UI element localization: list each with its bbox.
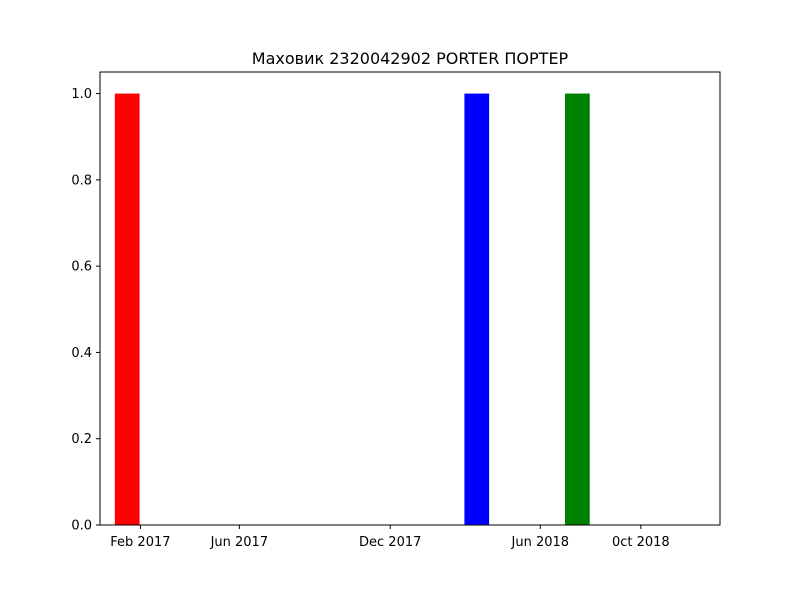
chart-title: Маховик 2320042902 PORTER ПОРТЕР	[252, 49, 569, 68]
x-tick-label-4: Jun 2018	[511, 535, 570, 550]
y-tick-label-6: 1.0	[71, 87, 92, 102]
x-tick-label-2: Jun 2017	[210, 535, 269, 550]
bar-1	[114, 93, 140, 525]
y-tick-label-5: 0.8	[71, 173, 92, 188]
axes-layer: Feb 2017 Jun 2017 Dec 2017 Jun 2018 0ct 2018…	[71, 87, 669, 550]
x-tick-label-5: 0ct 2018	[612, 535, 670, 550]
plot-frame	[99, 71, 721, 526]
y-tick-label-3: 0.4	[71, 346, 92, 361]
bars-layer	[114, 93, 590, 525]
x-tick-label-3: Dec 2017	[359, 535, 421, 550]
bar-3	[565, 93, 590, 525]
x-tick-label-1: Feb 2017	[110, 535, 170, 550]
y-tick-label-1: 0.0	[71, 519, 92, 534]
y-tick-label-4: 0.6	[71, 260, 92, 275]
y-tick-label-2: 0.2	[71, 432, 92, 447]
bar-2	[464, 93, 490, 525]
